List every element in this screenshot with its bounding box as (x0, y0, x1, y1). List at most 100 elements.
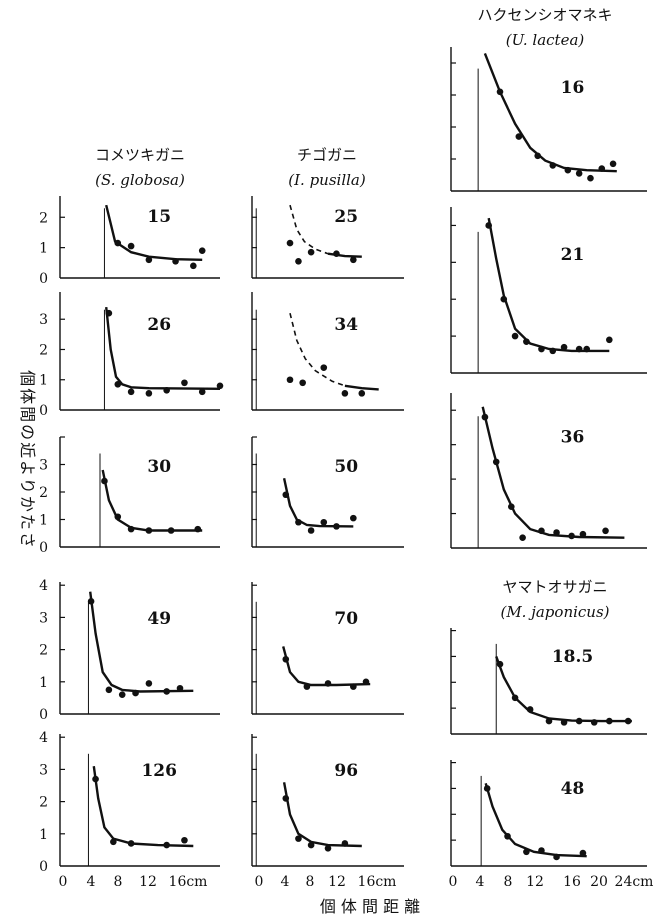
sample-size-label: 26 (147, 315, 171, 335)
y-tick-label: 4 (39, 578, 48, 594)
y-tick-label: 2 (39, 342, 48, 358)
data-point (194, 525, 202, 533)
panel-34: 34 (251, 292, 404, 411)
x-tick: 8 (306, 874, 315, 890)
panel-126: 0 1 2 3 4 126 (39, 730, 220, 875)
fit-curve (481, 406, 625, 539)
column-subtitle-4: (M. japonicus) (500, 603, 609, 621)
sample-size-label: 30 (147, 457, 171, 477)
data-point (579, 530, 587, 538)
data-point (172, 257, 179, 265)
data-point (538, 847, 545, 854)
data-point (483, 785, 491, 792)
y-tick-label: 0 (39, 859, 48, 875)
data-point (286, 376, 294, 384)
data-point (549, 162, 557, 169)
x-tick: 0 (59, 874, 68, 890)
panel-49: 0 1 2 3 4 49 (39, 578, 220, 723)
x-tick: 12 (526, 874, 544, 890)
panel-36: 36 (450, 393, 647, 549)
data-point (333, 523, 340, 530)
x-ticks-col2: 0 4 8 12 16cm (255, 874, 397, 890)
data-point (87, 598, 95, 605)
data-point (118, 691, 126, 698)
data-point (127, 840, 135, 847)
panel-48: 48 (450, 760, 647, 867)
fit-curve (105, 306, 221, 390)
data-point (579, 849, 587, 857)
y-tick-label: 2 (39, 795, 48, 811)
x-tick: 8 (504, 874, 513, 890)
data-point (575, 717, 583, 725)
data-point (523, 848, 530, 856)
sample-size-label: 18.5 (552, 647, 593, 667)
x-tick: 4 (281, 874, 290, 890)
data-point (564, 166, 572, 174)
data-point (114, 239, 122, 247)
fit-curve (89, 591, 194, 693)
data-point (307, 248, 315, 256)
data-point (145, 680, 153, 687)
data-point (583, 345, 590, 353)
x-tick: 16cm (169, 874, 208, 890)
data-point (624, 717, 632, 725)
y-tick-label: 2 (39, 210, 48, 226)
data-point (560, 719, 568, 726)
y-tick-label: 0 (39, 540, 48, 556)
sample-size-label: 36 (561, 428, 585, 448)
data-point (92, 775, 99, 783)
panel-21: 21 (450, 207, 647, 374)
data-point (307, 527, 315, 534)
fit-curve (327, 252, 362, 258)
sample-size-label: 34 (334, 315, 358, 335)
data-point (198, 247, 206, 254)
data-point (176, 684, 184, 692)
data-point (307, 841, 315, 849)
data-point (598, 165, 606, 172)
data-point (181, 379, 188, 387)
x-tick: 16 (563, 874, 581, 890)
fit-curve (282, 782, 362, 848)
panel-18.5: 18.5 (450, 628, 647, 735)
data-point (575, 170, 583, 177)
data-point (163, 841, 170, 849)
data-point (114, 380, 122, 388)
data-point (145, 527, 153, 534)
y-tick-label: 3 (39, 610, 48, 626)
data-point (500, 295, 508, 303)
data-point (362, 678, 370, 686)
y-tick-label: 0 (39, 271, 48, 287)
sample-size-label: 16 (561, 78, 585, 98)
data-point (299, 379, 306, 387)
data-point (181, 836, 188, 844)
panel-16: 16 (450, 47, 647, 192)
data-point (163, 688, 170, 695)
y-tick-label: 0 (39, 403, 48, 419)
column-title-2: チゴガニ (297, 146, 357, 164)
data-point (341, 840, 349, 847)
data-point (606, 336, 613, 344)
fit-curve (101, 469, 203, 532)
x-tick: 12 (139, 874, 157, 890)
data-point (145, 390, 153, 397)
data-point (545, 717, 553, 725)
data-point (145, 256, 153, 264)
data-point (127, 242, 135, 250)
data-point (132, 689, 139, 697)
sample-size-label: 15 (147, 207, 171, 227)
fit-curve (105, 204, 203, 261)
fit-curve-dashed (289, 204, 329, 255)
fit-curve (282, 646, 371, 687)
fit-curve (282, 478, 354, 528)
y-tick-label: 0 (39, 707, 48, 723)
sample-size-label: 21 (561, 245, 585, 265)
data-point (606, 717, 613, 725)
column-title-1: コメツキガニ (95, 146, 185, 164)
panel-50: 50 (251, 436, 404, 548)
y-tick-label: 2 (39, 485, 48, 501)
data-point (114, 513, 122, 521)
data-point (511, 332, 519, 340)
data-point (295, 257, 302, 265)
